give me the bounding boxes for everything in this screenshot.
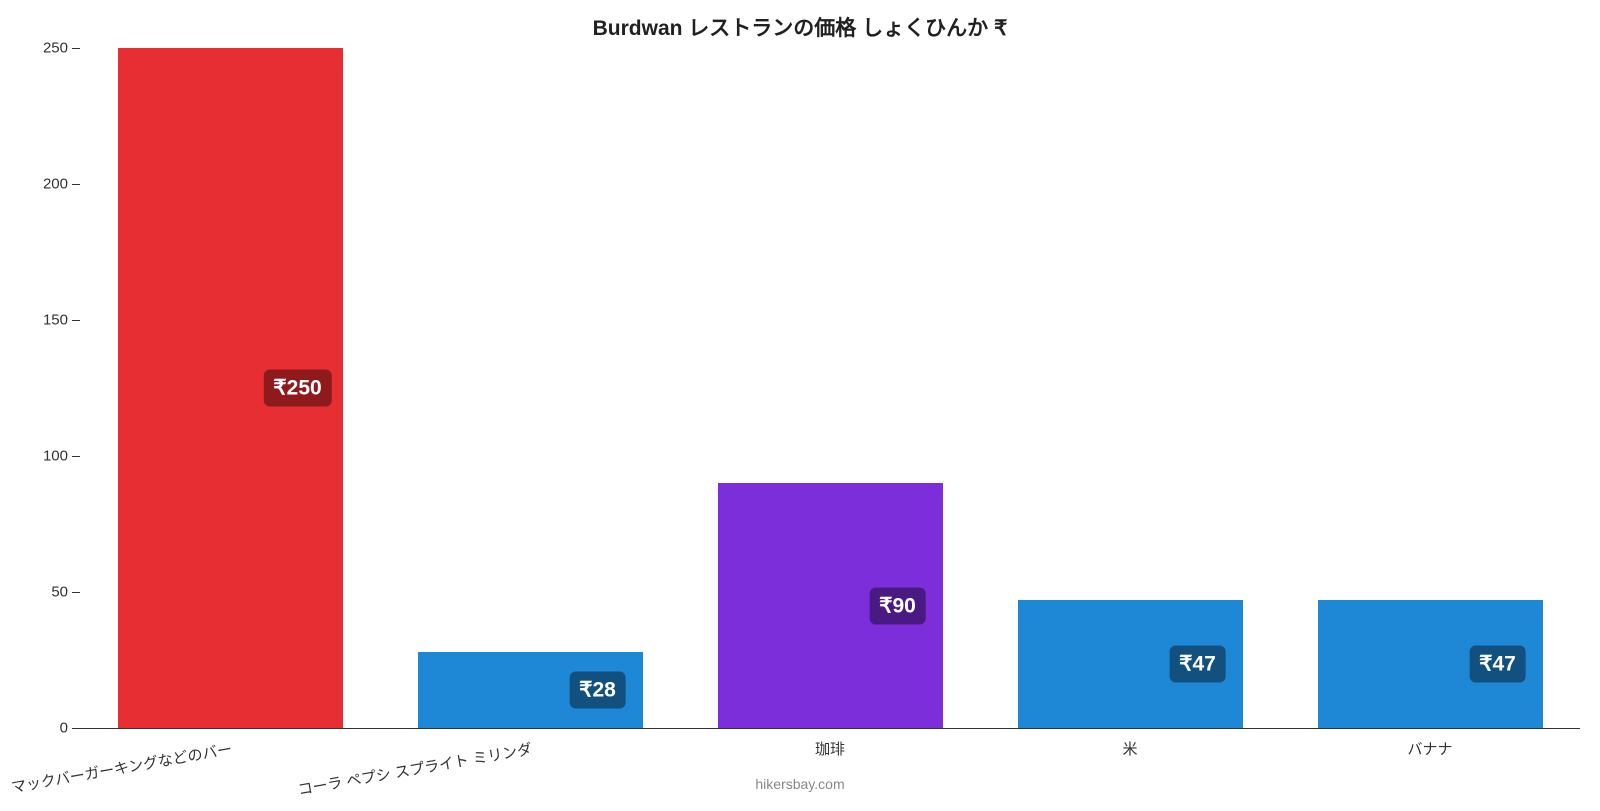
value-badge: ₹28 xyxy=(569,671,626,708)
x-tick-label: 米 xyxy=(1122,738,1137,759)
y-tick-label: 50 xyxy=(30,584,68,601)
value-badge: ₹250 xyxy=(263,370,331,407)
y-tick-label: 0 xyxy=(30,720,68,737)
y-tick xyxy=(72,48,80,49)
x-axis-baseline xyxy=(80,728,1580,729)
y-tick xyxy=(72,456,80,457)
x-tick-label: 珈琲 xyxy=(815,738,845,759)
x-tick-label: バナナ xyxy=(1407,738,1452,759)
chart-title: Burdwan レストランの価格 しょくひんか ₹ xyxy=(0,12,1600,42)
plot-area: 050100150200250₹250マックバーガーキングなどのバー₹28コーラ… xyxy=(80,48,1580,728)
value-badge: ₹90 xyxy=(869,587,926,624)
y-tick-label: 250 xyxy=(30,40,68,57)
attribution-text: hikersbay.com xyxy=(0,776,1600,792)
value-badge: ₹47 xyxy=(1469,646,1526,683)
bar-chart: Burdwan レストランの価格 しょくひんか ₹ 05010015020025… xyxy=(0,0,1600,800)
value-badge: ₹47 xyxy=(1169,646,1226,683)
y-tick xyxy=(72,592,80,593)
y-tick xyxy=(72,184,80,185)
y-tick-label: 100 xyxy=(30,448,68,465)
y-tick-label: 150 xyxy=(30,312,68,329)
y-tick xyxy=(72,320,80,321)
y-tick-label: 200 xyxy=(30,176,68,193)
y-tick xyxy=(72,728,80,729)
